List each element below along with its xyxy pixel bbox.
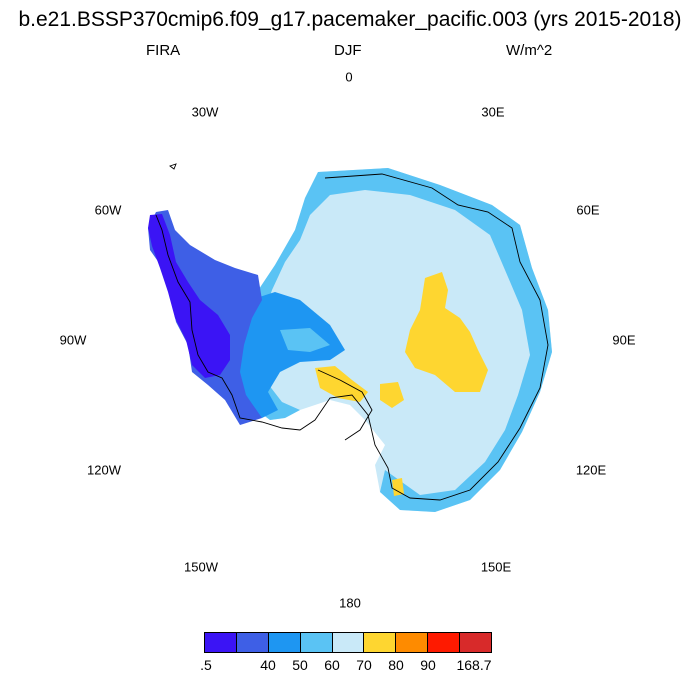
lon-label-90w: 90W — [59, 332, 87, 348]
lon-label-60e: 60E — [576, 202, 600, 218]
colorbar-box-1 — [205, 633, 237, 652]
south-georgia-outline — [169, 163, 177, 170]
lon-label-150w: 150W — [184, 559, 218, 575]
colorbar-box-6 — [364, 633, 397, 652]
units-label: W/m^2 — [506, 42, 553, 59]
small-patch-70-80 — [392, 478, 404, 496]
colorbar-tick-2: 50 — [292, 657, 308, 673]
colorbar-tick-1: 40 — [260, 657, 276, 673]
season-label: DJF — [334, 42, 362, 59]
lon-label-120w: 120W — [87, 462, 121, 478]
ross-ice-shelf-edge — [317, 369, 373, 441]
lon-label-150e: 150E — [480, 559, 512, 575]
colorbar-tick-6: 90 — [420, 657, 436, 673]
colorbar-tick-3: 60 — [324, 657, 340, 673]
lon-label-120e: 120E — [575, 462, 607, 478]
peninsula-0-40 — [148, 214, 230, 378]
colorbar-tick-7: 168.7 — [456, 657, 492, 673]
vostok-patch-70-80 — [380, 382, 404, 408]
lon-label-180: 180 — [339, 595, 361, 611]
west-interior-50-60 — [236, 292, 345, 418]
colorbar-tick-5: 80 — [388, 657, 404, 673]
ice-sheet-field — [235, 168, 552, 512]
colorbar-box-5 — [332, 633, 365, 652]
colorbar — [204, 632, 492, 653]
colorbar-box-2 — [236, 633, 269, 652]
coastline — [155, 173, 549, 501]
lon-label-30e: 30E — [481, 104, 505, 120]
colorbar-tick-4: 70 — [356, 657, 372, 673]
colorbar-box-9 — [460, 633, 492, 652]
colorbar-box-4 — [300, 633, 333, 652]
lon-label-60w: 60W — [94, 202, 122, 218]
plot-title: b.e21.BSSP370cmip6.f09_g17.pacemaker_pac… — [18, 8, 682, 31]
lon-label-0: 0 — [345, 69, 353, 85]
colorbar-box-8 — [428, 633, 461, 652]
lon-label-90e: 90E — [612, 332, 636, 348]
lon-label-30w: 30W — [191, 104, 219, 120]
colorbar-box-7 — [396, 633, 429, 652]
west-interior-patch — [280, 328, 330, 352]
colorbar-tick-0: .5 — [200, 657, 212, 673]
variable-label: FIRA — [146, 42, 181, 59]
east-plateau-70-80 — [405, 272, 488, 392]
colorbar-box-3 — [268, 633, 301, 652]
